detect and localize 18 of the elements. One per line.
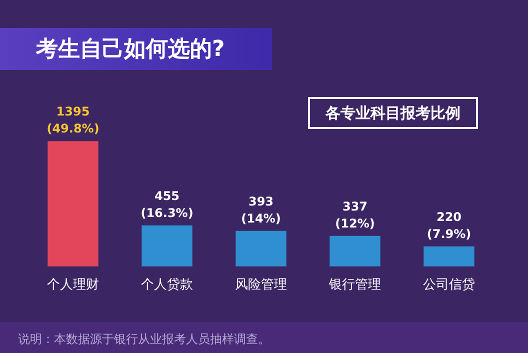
bar <box>330 236 380 266</box>
x-tick-label: 个人理财 <box>47 278 99 293</box>
data-label: 393 (14%) <box>241 194 281 226</box>
data-label: 220 (7.9%) <box>426 210 472 241</box>
bar <box>142 225 192 266</box>
data-label: 1395 (49.8%) <box>46 104 100 136</box>
data-label: 455 (16.3%) <box>140 188 194 220</box>
chart-title: 考生自己如何选的? <box>36 36 225 64</box>
chart-subtitle: 各专业科目报考比例 <box>308 97 478 129</box>
x-tick-label: 公司信贷 <box>423 278 475 293</box>
text: 说明：本数据源于银行从业报考人员抽样调查。 <box>18 331 270 348</box>
bar <box>236 230 286 266</box>
bar <box>48 141 98 266</box>
x-tick-label: 个人贷款 <box>141 278 193 293</box>
x-tick-label: 银行管理 <box>328 278 381 293</box>
bar <box>424 246 474 266</box>
data-label: 337 (12%) <box>335 199 375 230</box>
x-tick-label: 风险管理 <box>235 278 287 293</box>
